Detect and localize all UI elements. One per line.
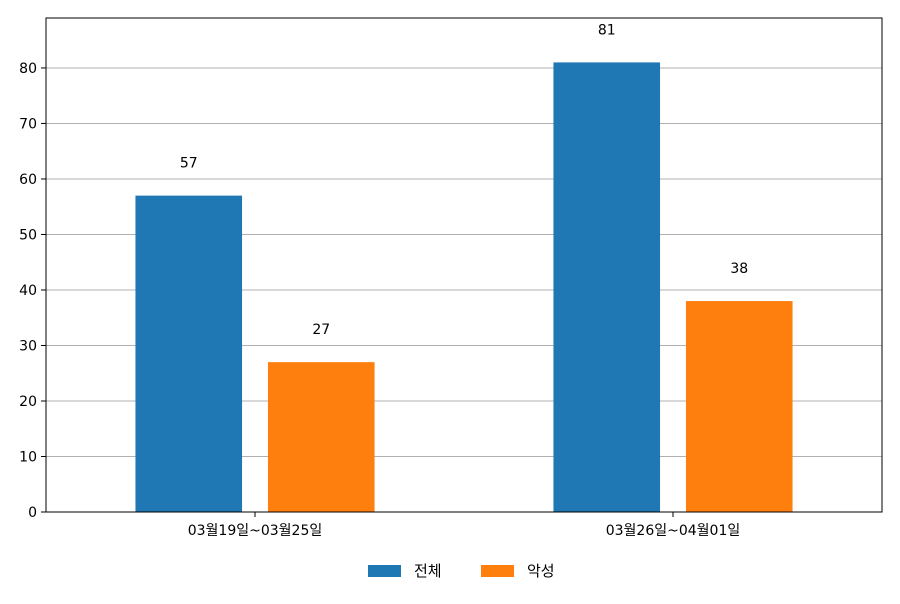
y-tick-label: 10 [19,449,37,465]
x-axis: 03월19일~03월25일 03월26일~04월01일 [188,512,741,539]
bar-value-label: 27 [312,322,330,338]
y-axis: 0 10 20 30 40 50 60 70 80 [19,61,46,521]
legend-label: 전체 [414,562,442,580]
x-tick-label: 03월26일~04월01일 [606,523,741,539]
y-tick-label: 50 [19,227,37,243]
bar-value-label: 81 [598,22,616,38]
y-tick-label: 0 [28,505,37,521]
bar-malicious [685,301,793,512]
y-tick-label: 80 [19,61,37,77]
data-labels: 57 27 81 38 [180,22,748,338]
bar-total [553,62,661,513]
y-tick-label: 30 [19,338,37,354]
bar-value-label: 38 [730,261,748,277]
y-tick-label: 60 [19,172,37,188]
bars [135,62,793,513]
legend-item-total[interactable]: 전체 [368,562,442,580]
bar-total [135,195,243,512]
y-tick-label: 40 [19,283,37,299]
legend-label: 악성 [527,562,555,580]
bar-malicious [267,362,375,512]
legend-item-malicious[interactable]: 악성 [481,562,555,580]
plot-frame [45,17,883,513]
x-tick-label: 03월19일~03월25일 [188,523,323,539]
legend-swatch [368,565,401,577]
legend[interactable]: 전체 악성 [368,562,555,580]
bar-value-label: 57 [180,156,198,172]
y-tick-label: 20 [19,394,37,410]
legend-swatch [481,565,514,577]
y-tick-label: 70 [19,116,37,132]
